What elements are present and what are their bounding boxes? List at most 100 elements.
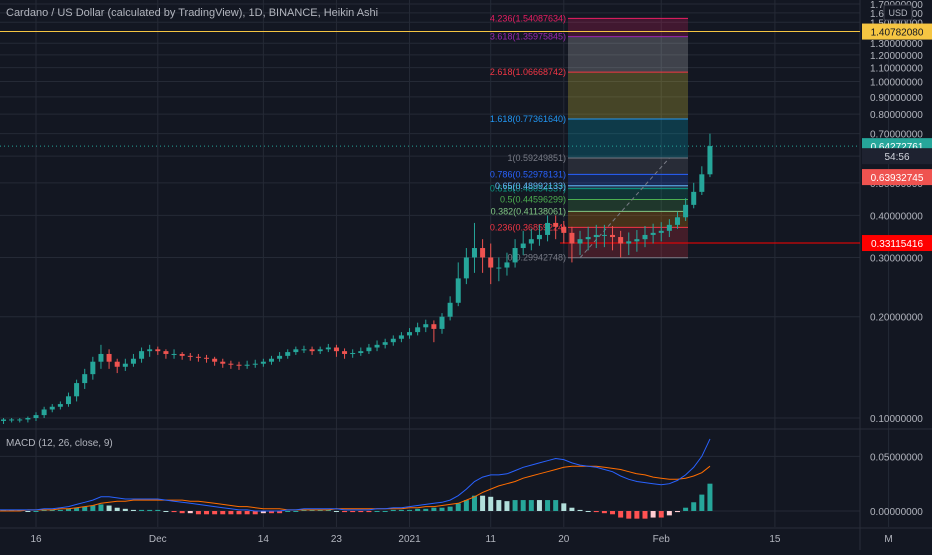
- candle-body: [220, 361, 226, 364]
- macd-histogram-bar: [471, 495, 477, 511]
- fib-trend-line: [579, 157, 670, 259]
- macd-histogram-bar: [691, 502, 697, 511]
- candle-body: [114, 361, 120, 367]
- fib-zone: [568, 185, 688, 189]
- candle-body: [569, 232, 575, 244]
- candle-body: [350, 353, 356, 355]
- candles: [1, 133, 713, 424]
- macd-histogram-bar: [626, 511, 632, 519]
- macd-histogram-bar: [463, 500, 469, 511]
- candle-body: [301, 349, 307, 351]
- macd-histogram-bar: [33, 511, 39, 512]
- candle-body: [658, 230, 664, 233]
- price-badge-bg: [862, 235, 932, 252]
- macd-histogram-bar: [496, 500, 502, 511]
- price-tick-label: 1.00000000: [870, 78, 923, 89]
- macd-histogram-bar: [382, 511, 388, 512]
- currency-button[interactable]: USD: [883, 4, 913, 21]
- fib-level-label: 1.618(0.77361640): [490, 114, 566, 124]
- candle-body: [463, 257, 469, 279]
- macd-histogram-bar: [106, 505, 112, 511]
- macd-histogram-bar: [293, 511, 299, 512]
- macd-histogram-bar: [325, 509, 331, 511]
- fib-zone: [568, 119, 688, 159]
- time-tick-label: 15: [769, 534, 781, 545]
- macd-histogram-bar: [9, 509, 15, 511]
- candle-body: [260, 361, 266, 364]
- fib-level-label: 4.236(1.54087634): [490, 13, 566, 23]
- candle-body: [171, 353, 177, 355]
- macd-histogram-bar: [480, 495, 486, 511]
- macd-histogram-bar: [236, 511, 242, 515]
- macd-histogram-bar: [90, 505, 96, 511]
- price-badge-label: 54:56: [884, 152, 909, 163]
- price-badge-bg: [862, 169, 932, 186]
- candle-body: [601, 234, 607, 236]
- macd-histogram-bar: [130, 509, 136, 511]
- candle-body: [41, 409, 47, 416]
- price-tick-label: 1.20000000: [870, 51, 923, 62]
- macd-tick-label: 0.00000000: [870, 507, 923, 518]
- fib-zone: [568, 158, 688, 175]
- fib-extension: 0(0.29942748) 0.236(0.36859224) 0.382(0.41…: [490, 13, 688, 263]
- candle-body: [366, 347, 372, 352]
- macd-histogram-bar: [333, 511, 339, 512]
- fib-level-label: 0(0.29942748): [507, 253, 566, 263]
- macd-histogram-bar: [74, 507, 80, 511]
- macd-histogram-bar: [139, 509, 145, 511]
- candle-body: [49, 406, 55, 410]
- candle-body: [382, 342, 388, 345]
- macd-histogram-bar: [309, 509, 315, 511]
- macd-histogram-bar: [98, 504, 104, 511]
- time-tick-label: 14: [258, 534, 270, 545]
- candle-body: [317, 349, 323, 352]
- macd-histogram-bar: [49, 509, 55, 511]
- fib-level-label: 3.618(1.35975845): [490, 32, 566, 42]
- candle-body: [17, 419, 23, 421]
- macd-histogram-bar: [666, 511, 672, 516]
- candle-body: [488, 257, 494, 268]
- macd-pane: [0, 438, 713, 519]
- candle-body: [683, 204, 689, 218]
- macd-histogram-bar: [114, 507, 120, 511]
- macd-histogram-bar: [569, 507, 575, 511]
- macd-histogram-bar: [366, 511, 372, 513]
- fib-level-label: 0.786(0.52978131): [490, 169, 566, 179]
- macd-histogram-bar: [390, 509, 396, 511]
- candle-body: [398, 335, 404, 339]
- price-tick-label: 1.30000000: [870, 39, 923, 50]
- time-tick-label: 16: [30, 534, 42, 545]
- candle-body: [447, 302, 453, 317]
- candle-body: [423, 324, 429, 328]
- macd-histogram-bar: [268, 511, 274, 514]
- fib-level-label: 0.65(0.48992133): [495, 181, 566, 191]
- candle-body: [163, 351, 169, 354]
- candle-body: [528, 239, 534, 244]
- macd-histogram-bar: [163, 511, 169, 512]
- candle-body: [155, 349, 161, 352]
- macd-histogram-bar: [301, 509, 307, 511]
- candle-body: [650, 232, 656, 235]
- time-axis: 16 Dec 14 23 2021 11 20 Feb 15 M: [30, 534, 892, 545]
- macd-histogram-bar: [122, 508, 128, 511]
- macd-histogram-bar: [618, 511, 624, 518]
- time-tick-label: Feb: [653, 534, 671, 545]
- fib-zone: [568, 211, 688, 228]
- macd-histogram-bar: [439, 507, 445, 511]
- price-tick-label: 0.70000000: [870, 130, 923, 141]
- macd-histogram-bar: [374, 511, 380, 512]
- macd-histogram-bar: [65, 508, 71, 511]
- candle-body: [407, 332, 413, 336]
- macd-histogram-bar: [41, 509, 47, 511]
- candle-body: [106, 353, 112, 362]
- candle-body: [415, 327, 421, 333]
- time-tick-label: 11: [486, 534, 497, 545]
- macd-histogram-bar: [634, 511, 640, 519]
- candle-body: [74, 383, 80, 397]
- price-tick-label: 0.10000000: [870, 414, 923, 425]
- candle-body: [674, 217, 680, 225]
- fib-zone: [568, 36, 688, 73]
- macd-label: MACD (12, 26, close, 9): [6, 438, 113, 449]
